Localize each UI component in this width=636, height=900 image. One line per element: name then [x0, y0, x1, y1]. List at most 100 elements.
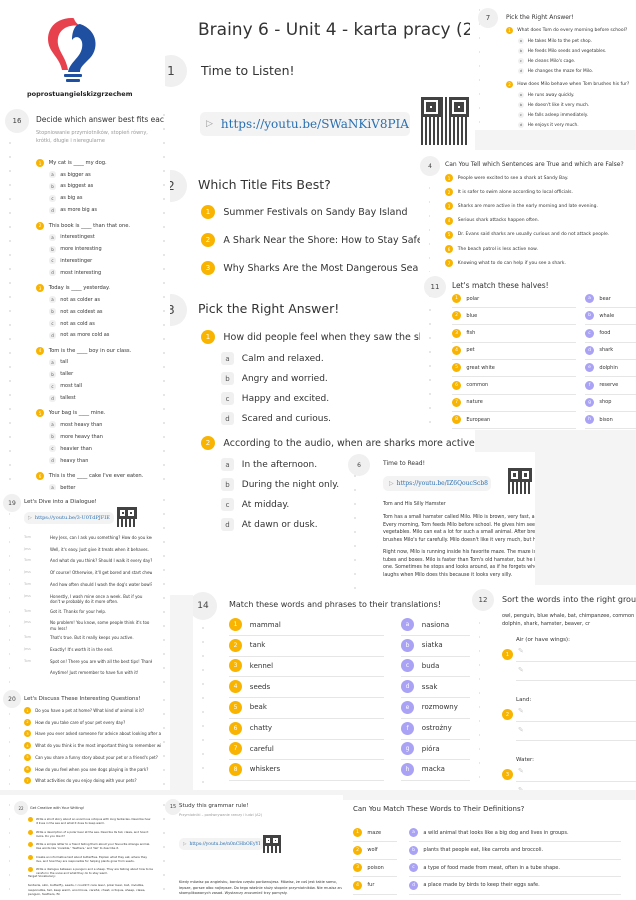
answer-option[interactable]: a He takes Milo to the pet shop. [518, 38, 592, 44]
match-right-item[interactable]: f ostrożny [401, 721, 452, 735]
title-option[interactable]: 3 Why Sharks Are the Most Dangerous Sea A… [201, 261, 434, 275]
answer-option[interactable]: d heavy than [49, 457, 88, 465]
match-right-item[interactable]: g pióra [401, 742, 440, 756]
match-right-item[interactable]: e dolphin [585, 363, 618, 373]
match-right-item[interactable]: d shark [585, 345, 613, 355]
statement[interactable]: 5 Dr. Evans said sharks are usually curio… [445, 230, 609, 239]
answer-option[interactable]: b taller [49, 370, 73, 378]
answer-option[interactable]: b Angry and worried. [221, 372, 328, 385]
match-left-item[interactable]: 4 seeds [229, 680, 270, 694]
match-right-item[interactable]: e rozmowny [401, 700, 458, 714]
answer-option[interactable]: d At dawn or dusk. [221, 518, 318, 531]
match-left-item[interactable]: 2 blue [452, 311, 477, 321]
match-right-item[interactable]: b whale [585, 311, 614, 321]
answer-option[interactable]: c interestinger [49, 257, 92, 265]
match-left-item[interactable]: 6 common [452, 380, 488, 390]
statement[interactable]: 3 Sharks are more active in the early mor… [445, 202, 598, 211]
answer-line-input[interactable] [516, 680, 636, 681]
statement[interactable]: 6 The beach patrol is less active now. [445, 245, 538, 253]
statement[interactable]: 1 People were excited to see a shark at S… [445, 174, 568, 182]
definition-item[interactable]: b plants that people eat, like carrots an… [409, 845, 543, 855]
definition-item[interactable]: c a type of food made from meat, often in… [409, 863, 560, 872]
match-right-item[interactable]: g shop [585, 397, 611, 407]
match-left-item[interactable]: 3 kennel [229, 659, 273, 673]
match-right-item[interactable]: c food [585, 328, 610, 338]
answer-option[interactable]: c He cleans Milo's cage. [518, 58, 575, 64]
answer-line-input[interactable] [516, 661, 636, 662]
match-left-item[interactable]: 5 beak [229, 700, 267, 714]
answer-option[interactable]: d most interesting [49, 269, 101, 277]
match-left-item[interactable]: 7 nature [452, 397, 483, 407]
answer-line-input[interactable] [516, 721, 636, 722]
match-right-item[interactable]: h macka [401, 762, 445, 776]
answer-option[interactable]: c heavier than [49, 445, 92, 453]
match-right-item[interactable]: h bison [585, 415, 613, 425]
match-right-item[interactable]: c buda [401, 659, 439, 673]
answer-option[interactable]: c as big as [49, 194, 82, 202]
word-item[interactable]: 2 wolf [353, 845, 378, 855]
answer-option[interactable]: b not as coldest as [49, 308, 103, 316]
video-link[interactable]: ▷ https://youtu.be/IZ6QoucScb8 [383, 476, 491, 491]
title-option[interactable]: 2 A Shark Near the Shore: How to Stay Saf… [201, 233, 423, 247]
match-right-item[interactable]: f reserve [585, 380, 618, 390]
word-item[interactable]: 1 maze [353, 828, 381, 837]
match-left-item[interactable]: 8 European [452, 415, 490, 425]
match-right-item[interactable]: a nasiona [401, 618, 449, 631]
match-left-item[interactable]: 4 pet [452, 345, 475, 355]
answer-option[interactable]: b He doesn't like it very much. [518, 102, 589, 108]
match-left-item[interactable]: 3 fish [452, 328, 475, 338]
video-link-text[interactable]: https://youtu.be/n0nCHbOEyYI [189, 841, 261, 847]
answer-option[interactable]: a tall [49, 358, 68, 366]
answer-option[interactable]: b He feeds Milo seeds and vegetables. [518, 48, 606, 54]
statement[interactable]: 4 Serious shark attacks happen often. [445, 216, 539, 225]
video-link[interactable]: ▷ https://youtu.be/SWaNKiV8PIA [200, 112, 410, 136]
answer-option[interactable]: b more interesting [49, 245, 102, 253]
video-link-text[interactable]: https://youtu.be/IZ6QoucScb8 [396, 480, 488, 487]
answer-option[interactable]: a not as colder as [49, 296, 100, 304]
match-left-item[interactable]: 6 chatty [229, 721, 272, 735]
answer-option[interactable]: d as more big as [49, 206, 97, 214]
match-left-item[interactable]: 1 polar [452, 294, 479, 303]
answer-option[interactable]: c not as cold as [49, 320, 95, 327]
statement[interactable]: 2 It is safer to swim alone according to … [445, 188, 573, 197]
answer-option[interactable]: c Happy and excited. [221, 392, 329, 405]
answer-option[interactable]: a He runs away quickly. [518, 92, 574, 98]
answer-option[interactable]: b more heavy than [49, 433, 103, 441]
video-link-text[interactable]: https://youtu.be/SWaNKiV8PIA [220, 117, 409, 131]
answer-option[interactable]: a as bigger as [49, 171, 91, 178]
answer-option[interactable]: b During the night only. [221, 478, 339, 491]
answer-option[interactable]: c most tall [49, 382, 82, 390]
answer-option[interactable]: d He enjoys it very much. [518, 122, 579, 128]
match-left-item[interactable]: 7 careful [229, 742, 274, 756]
video-link-text[interactable]: https://youtu.be/3-U0TdPJFIE [34, 515, 110, 521]
answer-option[interactable]: a better [49, 484, 76, 490]
answer-option[interactable]: d tallest [49, 394, 76, 402]
answer-line-input[interactable] [516, 781, 636, 782]
answer-option[interactable]: b as biggest as [49, 182, 93, 190]
title-option[interactable]: 1 Summer Festivals on Sandy Bay Island [201, 205, 408, 219]
video-link[interactable]: ▷ https://youtu.be/3-U0TdPJFIE [24, 512, 114, 524]
word-item[interactable]: 3 poison [353, 863, 384, 872]
answer-option[interactable]: d not as more cold as [49, 331, 109, 339]
statement[interactable]: 7 Knowing what to do can help if you see … [445, 259, 566, 268]
match-left-item[interactable]: 1 mammal [229, 618, 281, 631]
answer-option[interactable]: a In the afternoon. [221, 458, 317, 471]
answer-option[interactable]: a interestingest [49, 233, 95, 241]
match-right-item[interactable]: d ssak [401, 680, 437, 694]
answer-option[interactable]: c He falls asleep immediately. [518, 112, 588, 118]
answer-option[interactable]: a Calm and relaxed. [221, 352, 324, 365]
match-left-item[interactable]: 5 great white [452, 363, 495, 373]
answer-option[interactable]: d Scared and curious. [221, 412, 331, 425]
video-link[interactable]: ▷ https://youtu.be/n0nCHbOEyYI [179, 838, 264, 850]
answer-line-input[interactable] [516, 740, 636, 741]
match-right-item[interactable]: b siatka [401, 638, 443, 652]
definition-item[interactable]: a a wild animal that looks like a big dog… [409, 828, 569, 837]
answer-option[interactable]: a most heavy than [49, 421, 102, 429]
match-left-item[interactable]: 8 whiskers [229, 762, 280, 776]
definition-item[interactable]: d a place made by birds to keep their egg… [409, 880, 540, 890]
match-left-item[interactable]: 2 tank [229, 638, 265, 652]
answer-option[interactable]: d He changes the maze for Milo. [518, 68, 593, 74]
word-item[interactable]: 4 fur [353, 880, 374, 890]
match-right-item[interactable]: a bear [585, 294, 611, 303]
answer-option[interactable]: c At midday. [221, 498, 289, 511]
